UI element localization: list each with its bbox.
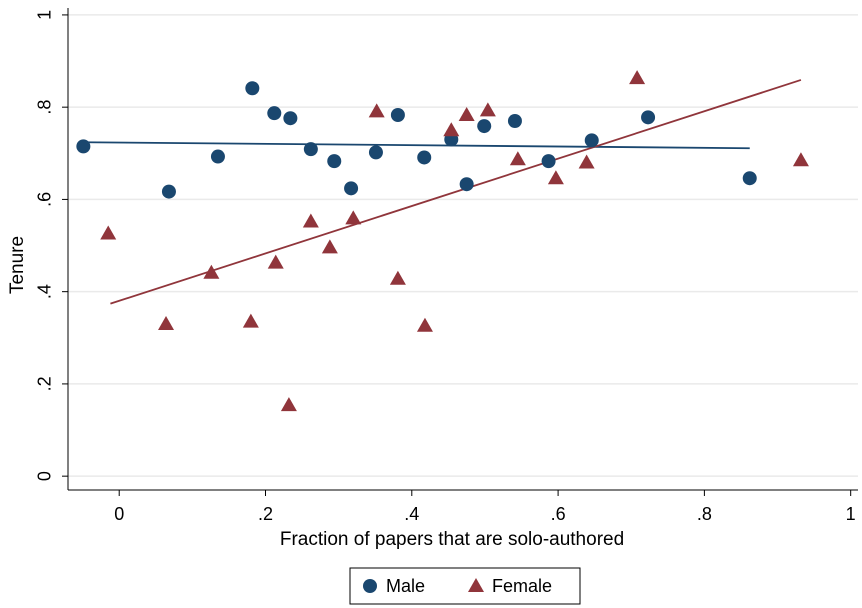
y-tick-label: .4 xyxy=(35,284,55,299)
point xyxy=(458,107,475,122)
point xyxy=(280,397,297,412)
point xyxy=(368,103,385,118)
point xyxy=(641,110,656,125)
point xyxy=(267,254,284,269)
point xyxy=(477,119,492,134)
y-tick-label: .2 xyxy=(35,376,55,391)
y-tick-label: 1 xyxy=(35,10,55,20)
point xyxy=(161,184,176,199)
point xyxy=(389,270,406,285)
x-tick-label: .6 xyxy=(551,504,566,524)
point xyxy=(584,133,599,148)
point xyxy=(327,154,342,169)
point xyxy=(303,142,318,157)
point xyxy=(459,177,474,192)
point xyxy=(417,150,432,165)
x-tick-label: .2 xyxy=(258,504,273,524)
x-tick-label: 0 xyxy=(114,504,124,524)
legend-marker xyxy=(468,578,484,592)
fit-line xyxy=(110,79,802,305)
point xyxy=(792,152,809,167)
point xyxy=(345,210,362,225)
point xyxy=(210,149,225,164)
y-axis-label: Tenure xyxy=(7,236,28,294)
y-tick-label: 0 xyxy=(35,471,55,481)
point xyxy=(578,154,595,169)
point xyxy=(541,154,556,169)
point xyxy=(242,313,259,328)
y-tick-label: .6 xyxy=(35,192,55,207)
fit-line xyxy=(83,141,750,150)
point xyxy=(390,108,405,123)
x-tick-label: .8 xyxy=(697,504,712,524)
legend-marker xyxy=(363,579,377,593)
point xyxy=(507,114,522,129)
point xyxy=(283,111,298,126)
x-axis-label: Fraction of papers that are solo-authore… xyxy=(280,529,624,550)
point xyxy=(416,317,433,332)
point xyxy=(203,264,220,279)
point xyxy=(267,106,282,121)
point xyxy=(629,70,646,85)
point xyxy=(368,145,383,160)
x-tick-label: .4 xyxy=(404,504,419,524)
point xyxy=(547,170,564,185)
point xyxy=(76,139,91,154)
y-tick-label: .8 xyxy=(35,100,55,115)
legend-box xyxy=(349,567,581,605)
point xyxy=(321,239,338,254)
point xyxy=(443,122,460,137)
legend-label: Female xyxy=(492,576,552,596)
point xyxy=(479,102,496,117)
point xyxy=(245,81,260,96)
point xyxy=(344,181,359,196)
legend-label: Male xyxy=(386,576,425,596)
point xyxy=(742,171,757,186)
point xyxy=(509,151,526,166)
x-tick-label: 1 xyxy=(846,504,856,524)
point xyxy=(100,225,117,240)
point xyxy=(158,315,175,330)
point xyxy=(302,213,319,228)
